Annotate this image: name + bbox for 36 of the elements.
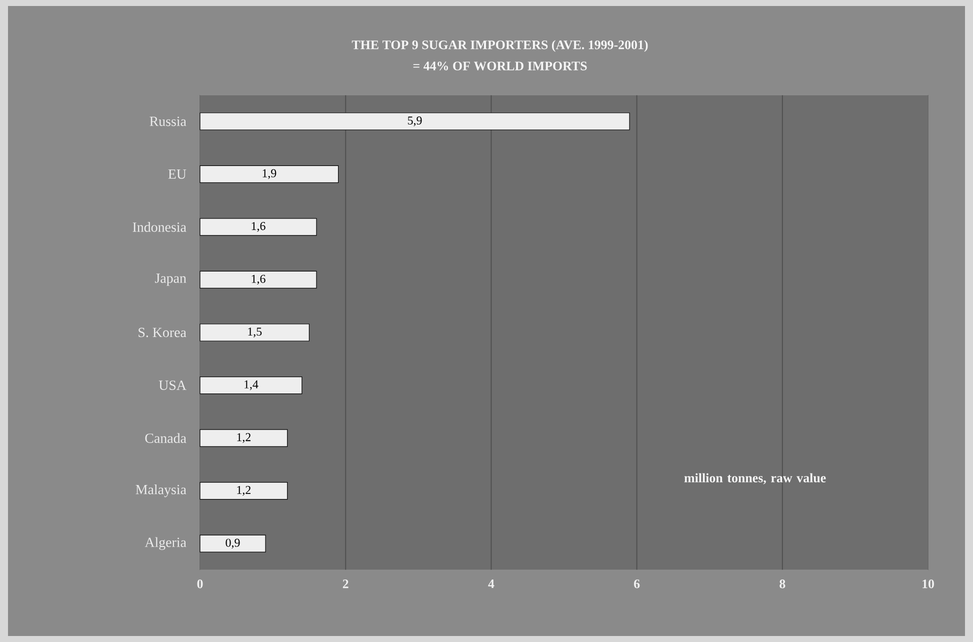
y-tick-label: Canada: [145, 433, 186, 443]
bar: [200, 534, 266, 552]
data-label: 1,2: [237, 433, 250, 443]
y-tick-label: Indonesia: [132, 222, 186, 232]
x-tick-label: 6: [634, 580, 640, 588]
bar: [200, 429, 288, 447]
annotation: million tonnes, raw value: [684, 473, 826, 484]
x-tick-label: 10: [922, 580, 934, 588]
bar: [200, 218, 317, 236]
bar: [200, 270, 317, 289]
data-label: 1,9: [262, 169, 276, 180]
bar: [200, 165, 339, 183]
y-tick-label: USA: [158, 380, 186, 390]
data-label: 1,5: [248, 328, 262, 338]
data-label: 1,6: [252, 274, 266, 285]
bar: [200, 324, 310, 342]
bar: [200, 376, 302, 394]
y-tick-label: Malaysia: [136, 484, 186, 498]
x-tick-label: 0: [197, 580, 203, 588]
x-tick-label: 8: [780, 580, 786, 588]
data-label: 1,2: [237, 486, 250, 496]
data-label: 1,6: [252, 222, 266, 232]
bar: [200, 482, 288, 500]
x-tick-label: 2: [342, 580, 348, 588]
y-tick-label: Russia: [150, 116, 186, 126]
data-label: 1,4: [244, 380, 258, 390]
y-tick-label: S. Korea: [138, 328, 186, 338]
chart-title: THE TOP 9 SUGAR IMPORTERS (AVE. 1999-2001): [352, 40, 648, 52]
data-label: 5,9: [408, 116, 422, 126]
y-tick-label: EU: [168, 170, 186, 179]
chart-subtitle: = 44% OF WORLD IMPORTS: [413, 62, 587, 70]
bar: [200, 112, 630, 130]
y-tick-label: Japan: [155, 274, 186, 286]
data-label: 0,9: [226, 538, 240, 548]
x-tick-label: 4: [488, 580, 494, 588]
y-tick-label: Algeria: [144, 537, 186, 550]
